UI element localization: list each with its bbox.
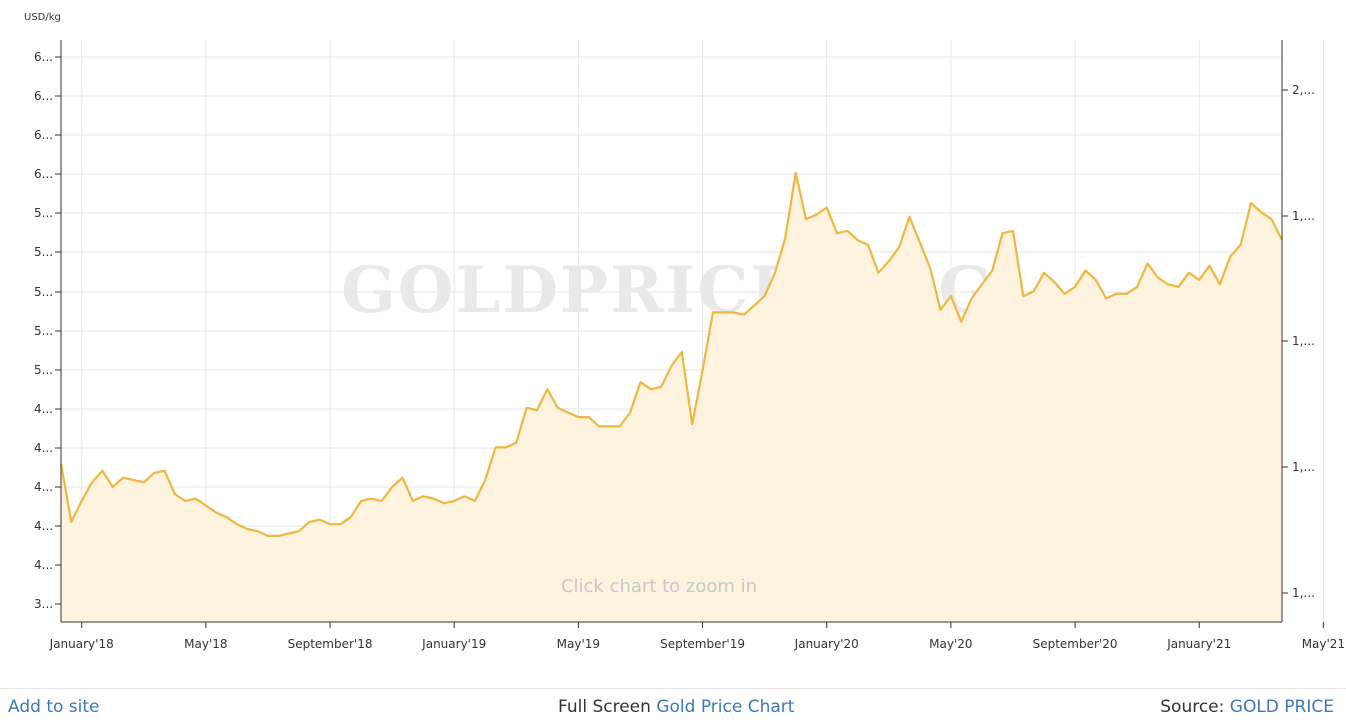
gold-price-source-link[interactable]: GOLD PRICE	[1229, 697, 1334, 717]
left-tick-label: 4...	[34, 558, 53, 572]
gold-price-chart[interactable]: USD/kg GOLDPRICE.ORG Click chart to zoom…	[0, 0, 1346, 685]
source-prefix: Source:	[1160, 697, 1225, 717]
left-tick-label: 5...	[34, 206, 53, 220]
left-tick-label: 6...	[34, 89, 53, 103]
left-tick-label: 4...	[34, 480, 53, 494]
x-tick-label: January'21	[1166, 637, 1231, 651]
x-tick-label: January'18	[49, 637, 114, 651]
left-tick-label: 4...	[34, 441, 53, 455]
left-tick-label: 4...	[34, 519, 53, 533]
right-tick-label: 1,...	[1292, 209, 1315, 223]
x-tick-label: January'20	[794, 637, 859, 651]
left-tick-label: 6...	[34, 50, 53, 64]
x-tick-label: September'18	[288, 637, 373, 651]
gold-price-chart-link[interactable]: Gold Price Chart	[656, 697, 795, 717]
left-tick-label: 4...	[34, 402, 53, 416]
zoom-hint: Click chart to zoom in	[561, 576, 757, 597]
right-tick-label: 1,...	[1292, 460, 1315, 474]
x-tick-label: May'21	[1302, 637, 1345, 651]
left-tick-label: 6...	[34, 128, 53, 142]
right-tick-label: 1,...	[1292, 586, 1315, 600]
x-tick-label: May'20	[929, 637, 972, 651]
x-tick-label: May'18	[184, 637, 227, 651]
left-tick-label: 3...	[34, 597, 53, 611]
x-tick-label: May'19	[557, 637, 600, 651]
x-tick-label: September'20	[1033, 637, 1118, 651]
price-line[interactable]	[59, 171, 1283, 537]
left-tick-label: 5...	[34, 285, 53, 299]
left-tick-label: 5...	[34, 363, 53, 377]
source-caption: Source: GOLD PRICE	[1160, 697, 1334, 717]
left-tick-label: 5...	[34, 245, 53, 259]
left-tick-label: 5...	[34, 324, 53, 338]
left-axis: 3... 4... 4... 4... 4... 4... 5... 5... 5... 5...…	[34, 50, 61, 611]
price-area	[61, 172, 1282, 622]
unit-label: USD/kg	[24, 12, 61, 23]
add-to-site-link[interactable]: Add to site	[8, 697, 100, 717]
full-screen-caption: Full Screen Gold Price Chart	[558, 697, 794, 717]
x-tick-label: September'19	[660, 637, 745, 651]
left-tick-label: 6...	[34, 167, 53, 181]
x-tick-label: January'19	[421, 637, 486, 651]
full-screen-prefix: Full Screen	[558, 697, 651, 717]
right-tick-label: 1,...	[1292, 334, 1315, 348]
right-axis: 1,... 1,... 1,... 1,... 2,...	[1282, 83, 1315, 600]
right-tick-label: 2,...	[1292, 83, 1315, 97]
chart-footer: Add to site Full Screen Gold Price Chart…	[0, 688, 1346, 727]
x-axis: January'18 May'18 September'18 January'19 Ma…	[49, 622, 1345, 651]
